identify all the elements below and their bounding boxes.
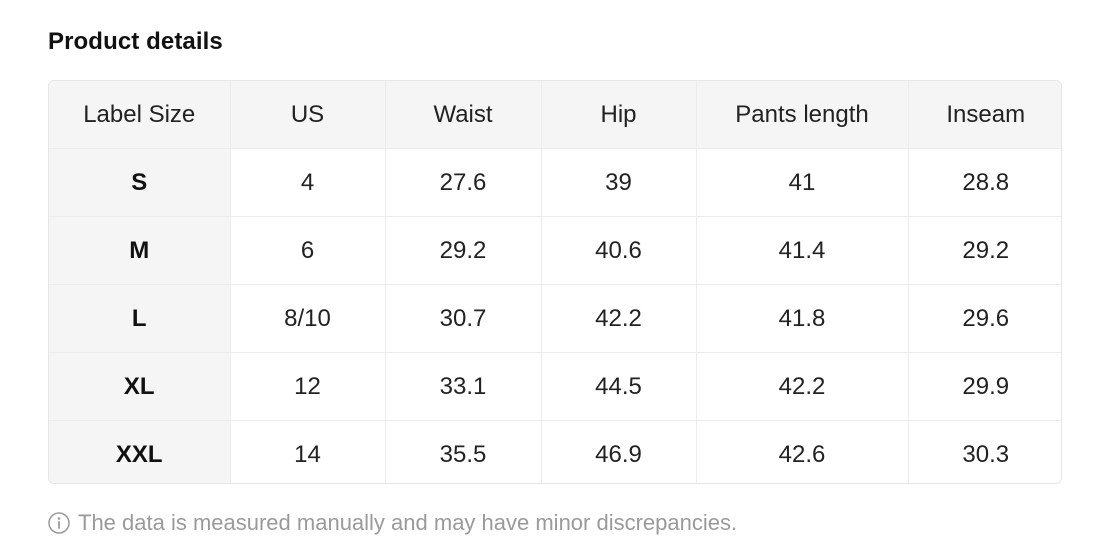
pants-length-cell: 42.2: [696, 352, 909, 421]
pants-length-cell: 41.4: [696, 216, 909, 285]
pants-length-cell: 42.6: [696, 420, 909, 483]
header-waist: Waist: [385, 81, 542, 149]
table-row: XXL 14 35.5 46.9 42.6 30.3: [49, 420, 1061, 483]
hip-cell: 44.5: [541, 352, 697, 421]
us-cell: 8/10: [230, 284, 386, 353]
inseam-cell: 30.3: [908, 420, 1061, 483]
measurement-note: The data is measured manually and may ha…: [48, 510, 737, 536]
header-inseam: Inseam: [908, 81, 1061, 149]
size-label-cell: M: [49, 216, 231, 285]
hip-cell: 39: [541, 148, 697, 217]
table-row: M 6 29.2 40.6 41.4 29.2: [49, 216, 1061, 285]
header-label-size: Label Size: [49, 81, 231, 149]
table-header-row: Label Size US Waist Hip Pants length Ins…: [49, 81, 1061, 149]
measurement-note-text: The data is measured manually and may ha…: [78, 510, 738, 535]
size-chart-table: Label Size US Waist Hip Pants length Ins…: [48, 80, 1062, 484]
info-icon: [48, 512, 70, 534]
size-label-cell: L: [49, 284, 231, 353]
size-label-cell: S: [49, 148, 231, 217]
inseam-cell: 29.6: [908, 284, 1061, 353]
hip-cell: 42.2: [541, 284, 697, 353]
hip-cell: 40.6: [541, 216, 697, 285]
us-cell: 14: [230, 420, 386, 483]
table-row: XL 12 33.1 44.5 42.2 29.9: [49, 352, 1061, 421]
header-pants-length: Pants length: [696, 81, 909, 149]
inseam-cell: 29.9: [908, 352, 1061, 421]
table-row: S 4 27.6 39 41 28.8: [49, 148, 1061, 217]
us-cell: 6: [230, 216, 386, 285]
us-cell: 4: [230, 148, 386, 217]
inseam-cell: 28.8: [908, 148, 1061, 217]
inseam-cell: 29.2: [908, 216, 1061, 285]
header-us: US: [230, 81, 386, 149]
size-label-cell: XL: [49, 352, 231, 421]
pants-length-cell: 41.8: [696, 284, 909, 353]
page-title: Product details: [48, 28, 223, 55]
size-label-cell: XXL: [49, 420, 231, 483]
waist-cell: 30.7: [385, 284, 542, 353]
us-cell: 12: [230, 352, 386, 421]
hip-cell: 46.9: [541, 420, 697, 483]
waist-cell: 27.6: [385, 148, 542, 217]
waist-cell: 29.2: [385, 216, 542, 285]
waist-cell: 35.5: [385, 420, 542, 483]
pants-length-cell: 41: [696, 148, 909, 217]
waist-cell: 33.1: [385, 352, 542, 421]
table-row: L 8/10 30.7 42.2 41.8 29.6: [49, 284, 1061, 353]
header-hip: Hip: [541, 81, 697, 149]
